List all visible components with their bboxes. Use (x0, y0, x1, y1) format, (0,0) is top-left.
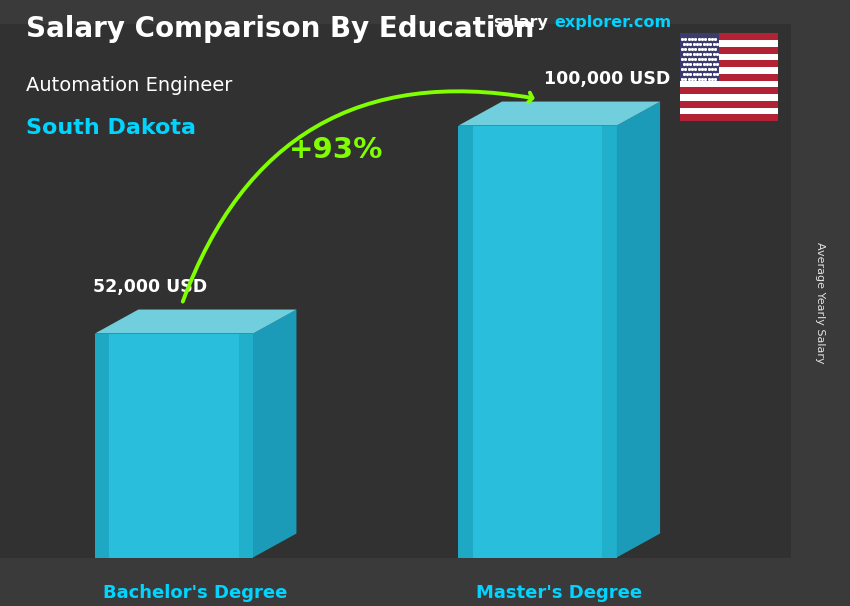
Bar (680, 61, 778, 67)
Bar (680, 81, 778, 87)
Text: Bachelor's Degree: Bachelor's Degree (104, 584, 288, 602)
Text: Master's Degree: Master's Degree (476, 584, 643, 602)
Bar (680, 33, 719, 81)
Bar (680, 101, 778, 108)
Bar (680, 87, 778, 94)
Polygon shape (95, 310, 297, 333)
Polygon shape (458, 125, 473, 558)
Text: Automation Engineer: Automation Engineer (26, 76, 232, 95)
Polygon shape (239, 333, 253, 558)
Text: Average Yearly Salary: Average Yearly Salary (815, 242, 825, 364)
Polygon shape (253, 310, 297, 558)
Bar (680, 67, 778, 74)
Text: salary: salary (493, 15, 548, 30)
Bar (680, 115, 778, 121)
Bar (680, 33, 778, 40)
Polygon shape (458, 125, 616, 558)
Polygon shape (458, 102, 660, 125)
Text: South Dakota: South Dakota (26, 118, 196, 138)
Bar (680, 108, 778, 115)
Bar (680, 53, 778, 61)
Polygon shape (95, 333, 109, 558)
Bar (680, 74, 778, 81)
Text: 52,000 USD: 52,000 USD (94, 278, 207, 296)
Text: +93%: +93% (289, 136, 383, 164)
Polygon shape (616, 102, 660, 558)
Text: Salary Comparison By Education: Salary Comparison By Education (26, 15, 534, 43)
Text: explorer.com: explorer.com (554, 15, 672, 30)
Polygon shape (95, 333, 253, 558)
Bar (680, 94, 778, 101)
Text: 100,000 USD: 100,000 USD (544, 70, 670, 88)
Bar (680, 47, 778, 53)
Polygon shape (603, 125, 616, 558)
Bar (680, 40, 778, 47)
